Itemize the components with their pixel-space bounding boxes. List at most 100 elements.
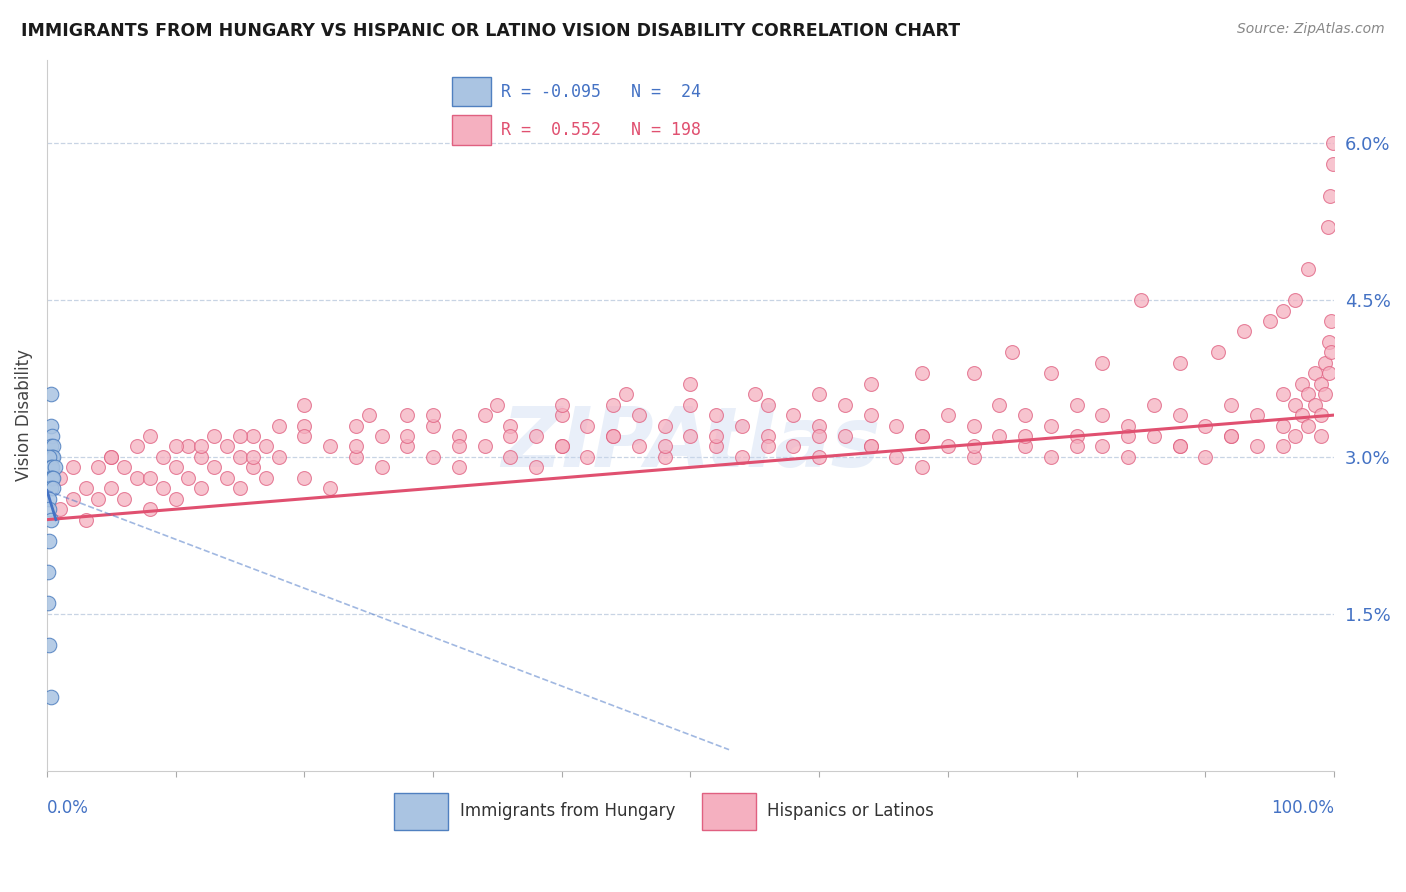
Point (551, 440, 574, 454)
Point (1091, 356, 1114, 370)
Point (177, 440, 200, 454)
Point (602, 398, 624, 412)
Point (254, 471, 277, 485)
Point (165, 491, 187, 506)
Point (1091, 408, 1114, 422)
Point (1296, 261, 1319, 276)
Point (39, 690, 62, 705)
Point (292, 418, 315, 433)
Point (39, 440, 62, 454)
Point (808, 450, 831, 464)
Point (38, 638, 60, 652)
Point (988, 398, 1011, 412)
Point (576, 450, 599, 464)
Point (396, 408, 419, 422)
Point (39, 460, 62, 475)
Point (165, 440, 187, 454)
Point (39, 471, 62, 485)
Point (1116, 450, 1139, 464)
Point (39, 418, 62, 433)
Point (319, 440, 342, 454)
Point (551, 440, 574, 454)
Point (704, 429, 727, 443)
Point (1310, 376, 1333, 391)
Point (1001, 345, 1024, 359)
Point (962, 366, 984, 380)
Point (254, 440, 277, 454)
Point (499, 429, 522, 443)
Point (152, 481, 174, 495)
Point (731, 418, 754, 433)
Point (41, 429, 63, 443)
Point (177, 471, 200, 485)
Point (1014, 408, 1036, 422)
Point (42, 450, 65, 464)
Point (49, 471, 72, 485)
Point (1129, 293, 1152, 307)
Point (422, 418, 444, 433)
Point (1322, 136, 1344, 151)
Point (1303, 398, 1326, 412)
Point (38, 491, 60, 506)
Point (1014, 440, 1036, 454)
Text: Source: ZipAtlas.com: Source: ZipAtlas.com (1237, 22, 1385, 37)
Point (37, 596, 59, 610)
Point (1220, 429, 1243, 443)
Point (859, 408, 882, 422)
Point (499, 418, 522, 433)
Point (576, 418, 599, 433)
Point (1039, 366, 1062, 380)
Text: IMMIGRANTS FROM HUNGARY VS HISPANIC OR LATINO VISION DISABILITY CORRELATION CHAR: IMMIGRANTS FROM HUNGARY VS HISPANIC OR L… (21, 22, 960, 40)
Point (1246, 440, 1268, 454)
Point (139, 429, 162, 443)
Point (474, 408, 496, 422)
Point (808, 429, 831, 443)
Point (1194, 418, 1216, 433)
Point (731, 450, 754, 464)
Point (551, 408, 574, 422)
Point (1322, 157, 1344, 171)
Point (100, 450, 122, 464)
Point (100, 450, 122, 464)
Point (1116, 418, 1139, 433)
Point (139, 471, 162, 485)
Point (139, 502, 162, 516)
Point (1317, 366, 1340, 380)
Point (486, 398, 509, 412)
Point (202, 460, 225, 475)
Point (422, 450, 444, 464)
Point (242, 450, 264, 464)
Point (756, 440, 779, 454)
Point (704, 440, 727, 454)
Point (886, 418, 908, 433)
Point (962, 440, 984, 454)
Point (41, 471, 63, 485)
Point (756, 429, 779, 443)
Point (1066, 429, 1088, 443)
Point (654, 440, 676, 454)
Point (1039, 450, 1062, 464)
Point (1284, 398, 1306, 412)
Point (217, 440, 239, 454)
Point (1310, 429, 1333, 443)
Point (49, 502, 72, 516)
Point (1271, 303, 1294, 318)
Point (38, 533, 60, 548)
Point (1220, 429, 1243, 443)
Point (41, 460, 63, 475)
Point (1284, 429, 1306, 443)
Point (39, 387, 62, 401)
Point (988, 429, 1011, 443)
Point (1143, 398, 1166, 412)
Point (1039, 418, 1062, 433)
Point (1291, 376, 1313, 391)
Point (808, 387, 831, 401)
Point (447, 440, 470, 454)
Point (229, 450, 252, 464)
Point (1316, 219, 1339, 234)
Point (744, 387, 766, 401)
Point (1310, 408, 1333, 422)
Point (1313, 387, 1336, 401)
Y-axis label: Vision Disability: Vision Disability (15, 349, 32, 481)
Point (1271, 440, 1294, 454)
